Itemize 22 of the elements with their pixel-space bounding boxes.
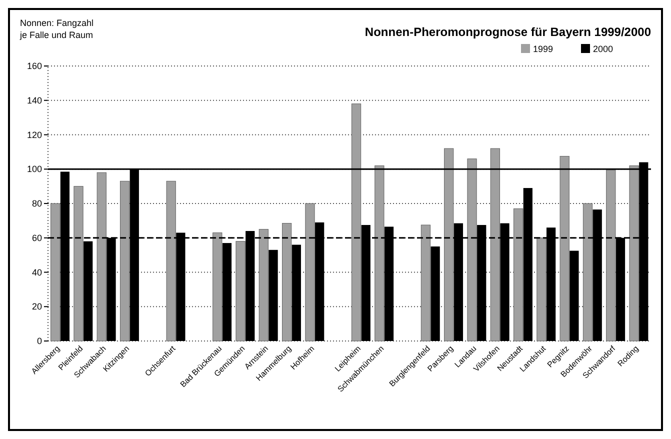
bar: [430, 246, 440, 341]
legend-label: 2000: [593, 44, 614, 54]
chart-title: Nonnen-Pheromonprognose für Bayern 1999/2000: [364, 25, 652, 39]
text: je Falle und Raum: [19, 30, 94, 40]
y-tick-label: 40: [32, 267, 42, 278]
y-tick-label: 160: [26, 61, 42, 71]
y-tick-label: 60: [32, 232, 42, 243]
y-tick-label: 140: [26, 95, 42, 106]
legend-label: 1999: [533, 44, 554, 54]
bar: [268, 250, 278, 341]
text: Nonnen: Fangzahl: [20, 18, 94, 28]
bar: [292, 244, 301, 341]
bar: [570, 250, 579, 341]
y-tick-label: 80: [32, 198, 42, 208]
y-tick-label: 120: [26, 130, 42, 140]
y-tick-label: 0: [36, 336, 42, 346]
bar: [606, 170, 616, 342]
y-tick-label: 100: [26, 164, 42, 174]
bar: [84, 241, 93, 341]
y-tick-label: 20: [32, 302, 42, 312]
bar: [444, 148, 454, 342]
bar: [222, 243, 232, 341]
